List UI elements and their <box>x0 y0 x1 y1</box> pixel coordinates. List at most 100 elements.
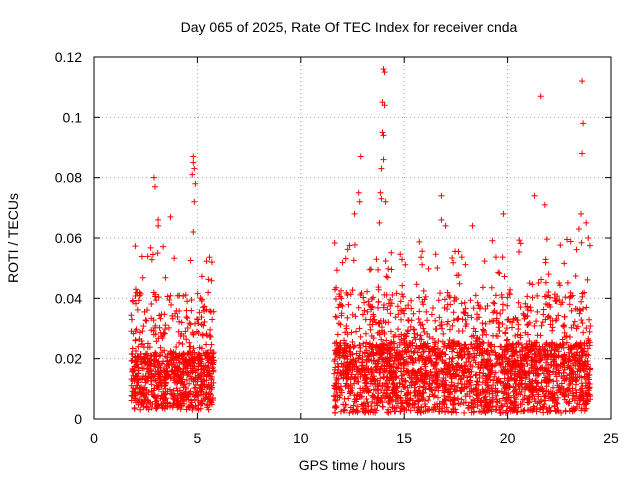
x-tick-label: 5 <box>194 430 202 446</box>
data-point <box>138 341 145 348</box>
data-point <box>474 378 481 385</box>
data-point <box>198 400 205 407</box>
data-point <box>382 198 389 205</box>
data-point <box>540 370 547 377</box>
data-point <box>160 243 167 250</box>
data-point <box>521 407 528 414</box>
data-point <box>547 407 554 414</box>
data-point <box>462 323 469 330</box>
data-point <box>534 308 541 315</box>
data-point <box>492 407 499 414</box>
data-point <box>138 253 145 260</box>
data-point <box>415 387 422 394</box>
data-point <box>207 347 214 354</box>
data-point <box>378 165 385 172</box>
data-point <box>427 352 434 359</box>
data-point <box>180 360 187 367</box>
data-point <box>440 330 447 337</box>
data-point <box>584 276 591 283</box>
data-point <box>385 265 392 272</box>
data-point <box>201 318 208 325</box>
data-point <box>209 360 216 367</box>
data-point <box>425 265 432 272</box>
data-point <box>578 239 585 246</box>
data-point <box>154 403 161 410</box>
data-point <box>387 328 394 335</box>
data-point <box>473 386 480 393</box>
data-point <box>572 273 579 280</box>
data-point <box>171 377 178 384</box>
data-point <box>507 286 514 293</box>
data-point <box>395 311 402 318</box>
y-tick-label: 0 <box>74 411 82 427</box>
data-point <box>152 349 159 356</box>
data-point <box>493 315 500 322</box>
data-point <box>137 385 144 392</box>
data-point <box>185 393 192 400</box>
data-point <box>189 349 196 356</box>
data-point <box>492 292 499 299</box>
data-point <box>164 400 170 407</box>
data-point <box>414 331 421 338</box>
data-point <box>380 156 387 163</box>
data-point <box>348 374 355 381</box>
data-point <box>207 326 214 333</box>
data-point <box>388 266 395 273</box>
data-point <box>203 258 210 265</box>
data-point <box>563 372 570 379</box>
data-point <box>515 382 522 389</box>
data-point <box>164 293 171 300</box>
data-point <box>197 360 204 367</box>
data-point <box>380 66 387 73</box>
data-point <box>194 315 201 322</box>
data-point <box>187 257 194 264</box>
data-point <box>129 345 136 352</box>
data-point <box>568 307 575 314</box>
data-point <box>187 321 194 328</box>
data-point <box>161 376 168 383</box>
data-point <box>152 331 159 338</box>
data-point <box>141 390 148 397</box>
data-point <box>521 392 528 399</box>
data-point <box>204 402 211 409</box>
data-point <box>160 393 167 400</box>
x-axis-label: GPS time / hours <box>299 457 406 473</box>
data-point <box>429 305 436 312</box>
data-point <box>587 322 594 329</box>
data-point <box>496 397 503 404</box>
data-point <box>132 353 139 360</box>
data-point <box>557 242 564 249</box>
data-point <box>190 153 197 160</box>
data-point <box>359 311 366 318</box>
data-point <box>467 374 474 381</box>
data-point <box>131 404 138 411</box>
data-point <box>140 403 147 410</box>
data-point <box>141 308 148 315</box>
data-point <box>379 129 386 136</box>
data-point <box>137 290 144 297</box>
data-point <box>155 216 162 223</box>
data-point <box>175 328 182 335</box>
data-point <box>134 361 141 368</box>
data-point <box>137 406 144 413</box>
data-point <box>160 358 167 365</box>
data-point <box>389 292 396 299</box>
data-point <box>170 350 177 357</box>
data-point <box>449 339 456 346</box>
data-point <box>416 294 423 301</box>
data-point <box>555 348 562 355</box>
data-point <box>541 201 548 208</box>
data-point <box>467 297 474 304</box>
data-point <box>199 376 206 383</box>
data-point <box>571 318 578 325</box>
data-point <box>357 333 364 340</box>
data-point <box>342 255 349 262</box>
data-point <box>581 407 588 414</box>
data-point <box>526 337 533 344</box>
data-point <box>352 313 359 320</box>
data-point <box>420 348 427 355</box>
data-point <box>181 357 188 364</box>
data-point <box>192 381 199 388</box>
data-point <box>176 308 183 315</box>
data-point <box>500 210 507 217</box>
